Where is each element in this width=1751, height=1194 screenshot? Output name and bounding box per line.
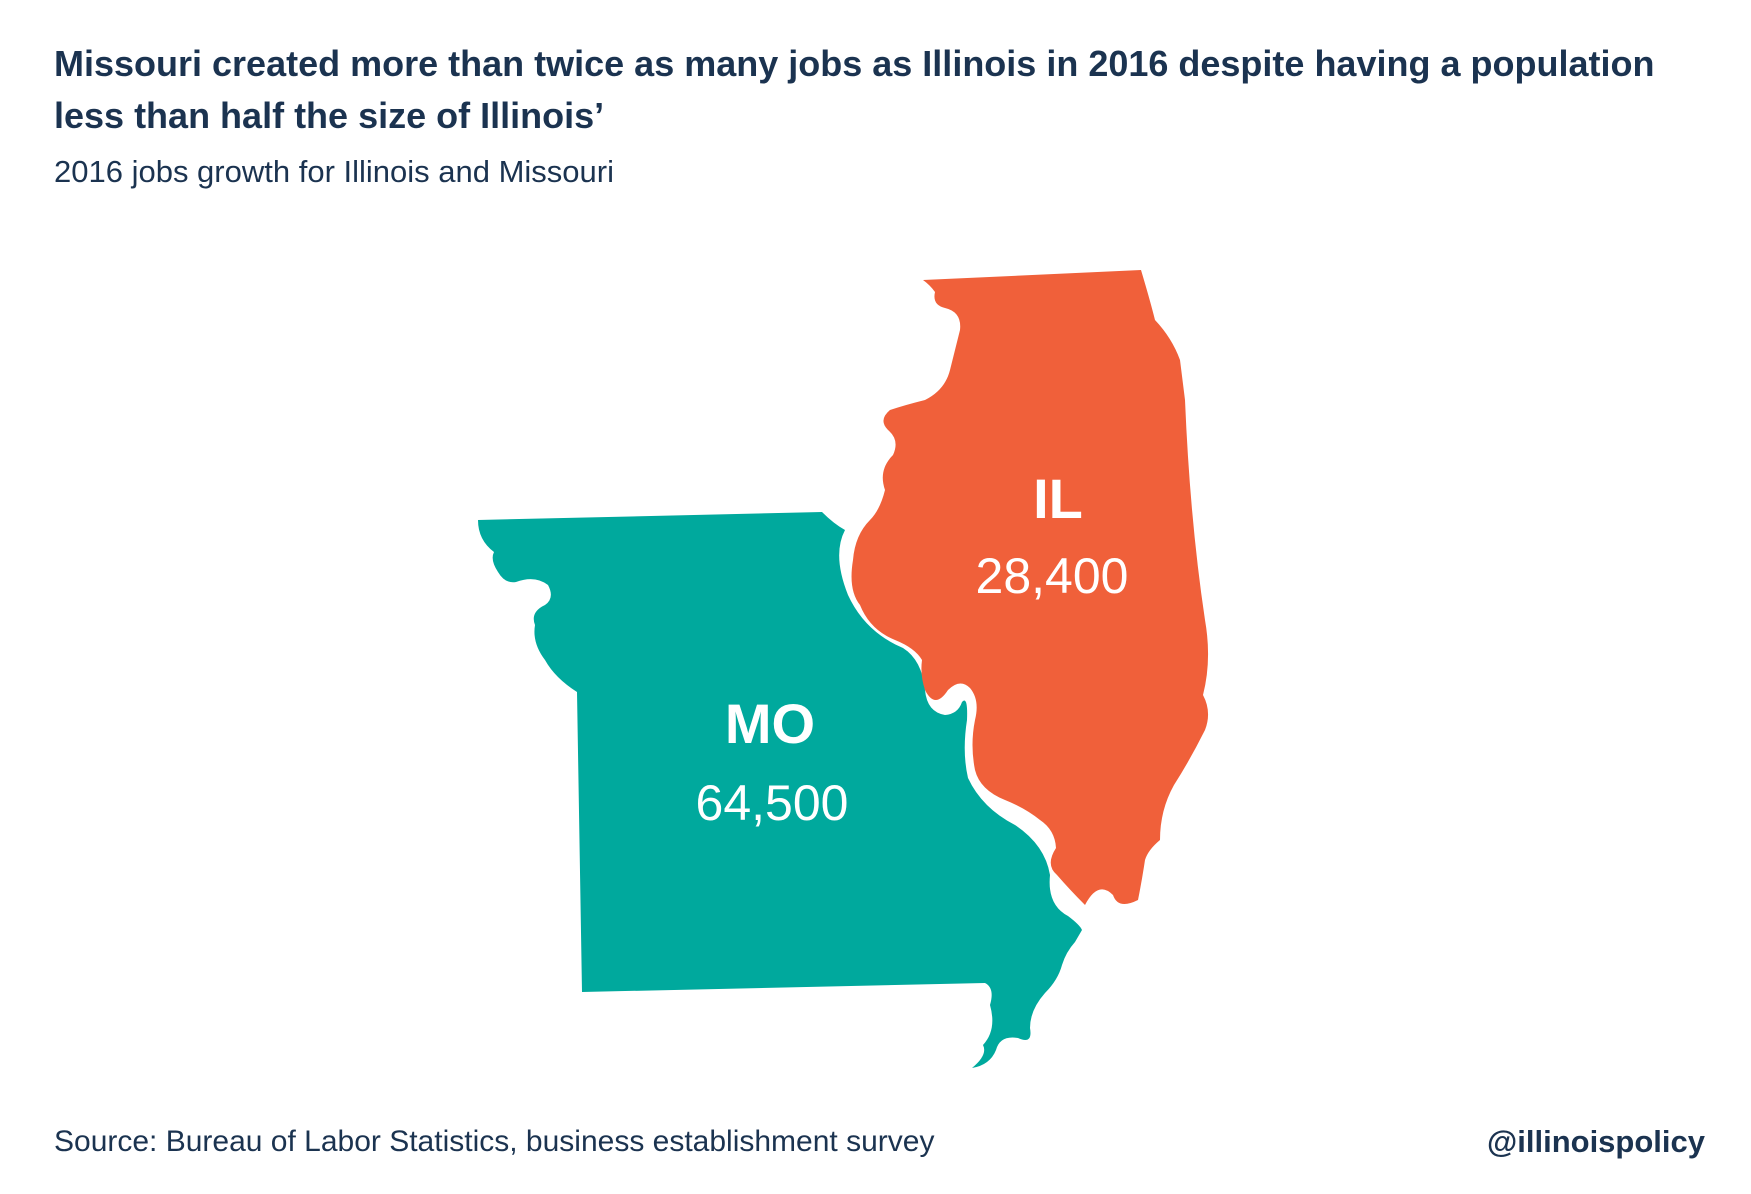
missouri-shape bbox=[478, 512, 1082, 1068]
chart-subtitle: 2016 jobs growth for Illinois and Missou… bbox=[54, 154, 614, 189]
missouri-code-label: MO bbox=[725, 692, 815, 755]
illinois-shape bbox=[851, 270, 1209, 905]
illinois-code-label: IL bbox=[1033, 467, 1083, 530]
chart-title: Missouri created more than twice as many… bbox=[54, 43, 1655, 136]
illinois-value-label: 28,400 bbox=[976, 548, 1129, 604]
missouri-value-label: 64,500 bbox=[696, 775, 849, 831]
social-handle: @illinoispolicy bbox=[1487, 1124, 1705, 1159]
source-note: Source: Bureau of Labor Statistics, busi… bbox=[54, 1125, 935, 1158]
